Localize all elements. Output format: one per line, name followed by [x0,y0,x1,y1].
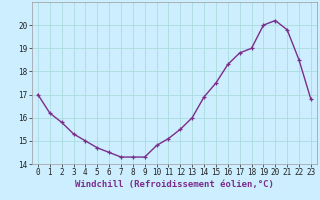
X-axis label: Windchill (Refroidissement éolien,°C): Windchill (Refroidissement éolien,°C) [75,180,274,189]
